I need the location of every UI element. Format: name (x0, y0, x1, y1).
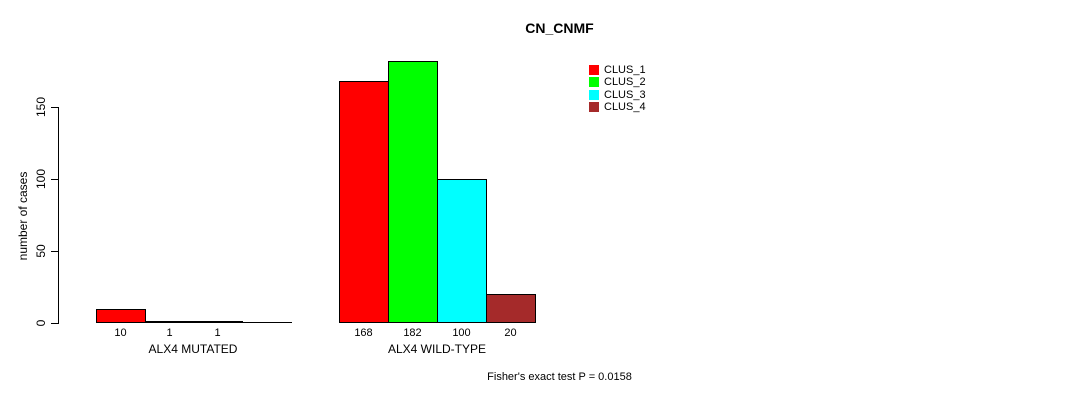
legend-label: CLUS_1 (604, 64, 646, 76)
bar-value-label: 182 (403, 327, 422, 339)
y-tick-label: 0 (34, 319, 48, 327)
bar-value-label: 1 (214, 327, 221, 339)
bar-clus_4-group1 (242, 322, 292, 323)
bar-value-label: 168 (354, 327, 373, 339)
chart-title: CN_CNMF (525, 20, 594, 36)
legend-swatch-clus_2 (589, 77, 599, 87)
annotation-text: Fisher's exact test P = 0.0158 (487, 371, 632, 383)
category-label: ALX4 MUTATED (148, 342, 238, 356)
bar-clus_2-group2 (388, 61, 438, 323)
y-tick (51, 323, 58, 324)
bar-clus_1-group2 (339, 81, 389, 323)
bar-value-label: 1 (166, 327, 173, 339)
bar-clus_2-group1 (145, 321, 195, 323)
bar-value-label: 100 (452, 327, 471, 339)
legend-label: CLUS_4 (604, 101, 646, 113)
bar-clus_4-group2 (486, 294, 536, 323)
y-tick (51, 107, 58, 108)
bar-value-label: 20 (504, 327, 517, 339)
legend-label: CLUS_3 (604, 89, 646, 101)
bar-clus_1-group1 (96, 309, 146, 323)
bar-clus_3-group1 (193, 321, 243, 323)
bar-value-label: 10 (114, 327, 127, 339)
y-tick-label: 150 (34, 96, 48, 118)
y-tick-label: 100 (34, 168, 48, 190)
legend-swatch-clus_4 (589, 102, 599, 112)
y-axis-line (58, 107, 59, 324)
y-tick (51, 179, 58, 180)
y-axis-label: number of cases (16, 171, 30, 261)
bar-clus_3-group2 (437, 179, 487, 323)
category-label: ALX4 WILD-TYPE (387, 342, 487, 356)
y-tick-label: 50 (34, 244, 48, 258)
legend-label: CLUS_2 (604, 76, 646, 88)
legend-swatch-clus_1 (589, 65, 599, 75)
legend-swatch-clus_3 (589, 90, 599, 100)
y-tick (51, 251, 58, 252)
